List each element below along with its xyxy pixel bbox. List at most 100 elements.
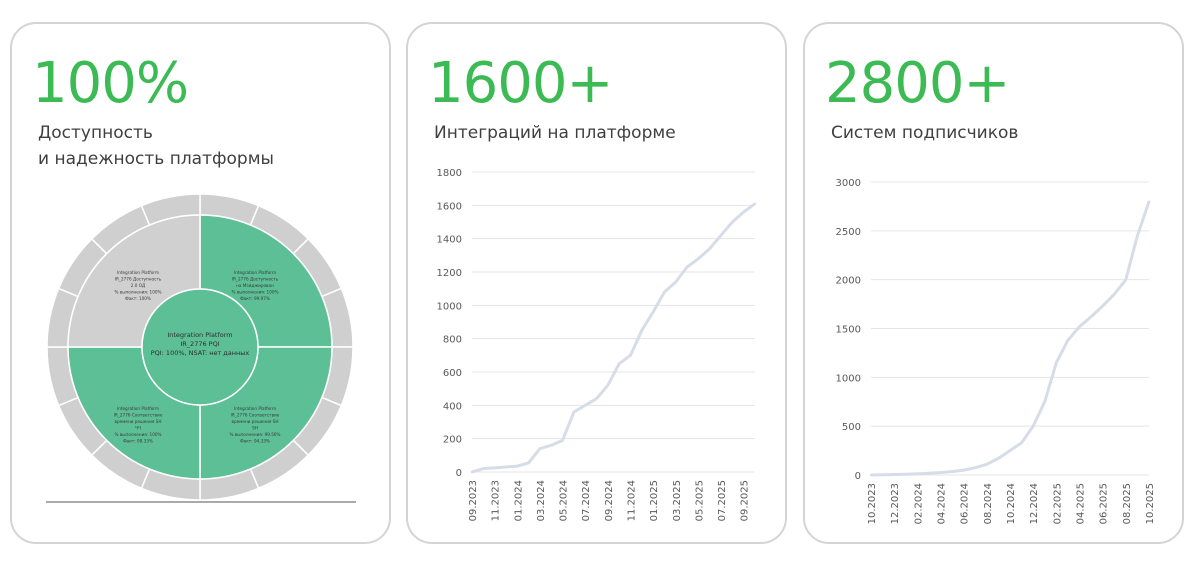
quadrant-label: Integration Platform — [117, 406, 159, 411]
availability-subtitle-line2: и надежность платформы — [38, 149, 274, 169]
integrations-line-chart: 0 200 400 600 800 1000 1200 1400 1600 1800 09.2023… — [437, 168, 757, 521]
quadrant-label: Integration Platform — [117, 270, 159, 275]
integrations-data-point — [697, 257, 700, 260]
subscribers-line-chart: 0 500 1000 1500 2000 2500 3000 10.2023 12.2023 02… — [836, 178, 1156, 524]
subscribers-data-point — [1008, 449, 1012, 452]
subscribers-ytick-label: 0 — [855, 471, 861, 482]
quadrant-label: IR_2776 Соответствие — [114, 413, 163, 418]
integrations-data-point — [527, 461, 530, 465]
integrations-data-point — [640, 329, 643, 332]
sunburst-center — [141, 288, 259, 406]
integrations-ytick-label: 1600 — [437, 201, 462, 212]
quadrant-label: Факт: 100% — [125, 296, 151, 301]
sunburst-center-label: IR_2776 PQI — [180, 340, 219, 348]
subscribers-data-point — [881, 473, 884, 477]
subscribers-data-point — [1055, 361, 1058, 364]
integrations-data-point — [538, 447, 542, 450]
integrations-data-point — [572, 410, 576, 414]
integrations-xtick-label: 11.2023 — [491, 480, 502, 521]
subscribers-data-point — [1020, 441, 1023, 444]
subscribers-xtick-label: 08.2024 — [983, 483, 994, 524]
subscribers-xtick-label: 02.2025 — [1052, 483, 1063, 524]
subscribers-xtick-label: 12.2023 — [890, 483, 901, 524]
integrations-xtick-label: 07.2024 — [581, 480, 592, 521]
quadrant-label: % выполнения: 100% — [231, 290, 278, 295]
subscribers-xtick-label: 02.2024 — [913, 483, 924, 524]
integrations-xtick-label: 03.2024 — [536, 480, 547, 521]
integrations-ytick-label: 400 — [443, 401, 462, 412]
quadrant-label: Факт: 99.97% — [240, 296, 270, 301]
quadrant-label: 2.0 ОД — [131, 283, 146, 288]
subscribers-data-point — [962, 468, 965, 472]
sunburst-center-label: PQI: 100%, NSAT: нет данных — [151, 349, 250, 357]
subscribers-data-point — [950, 470, 954, 473]
integrations-metric: 1600+ — [428, 51, 613, 116]
subscribers-data-point — [939, 471, 942, 474]
integrations-data-point — [731, 220, 734, 224]
availability-card: 100% Доступность и надежность платформы … — [10, 22, 391, 544]
quadrant-label: IR_2776 Доступность — [115, 277, 162, 282]
subscribers-data-point — [927, 472, 931, 475]
integrations-xtick-label: 05.2025 — [694, 480, 705, 521]
integrations-data-point — [708, 247, 711, 250]
quadrant-label: ЧЧ — [135, 426, 141, 431]
subscribers-data-point — [904, 473, 907, 476]
integrations-data-point — [629, 354, 632, 357]
subscribers-data-point — [1136, 234, 1139, 237]
integrations-xtick-label: 05.2024 — [559, 480, 570, 521]
subscribers-data-point — [892, 473, 896, 476]
quadrant-label: SH — [252, 426, 258, 431]
integrations-xtick-label: 07.2025 — [717, 480, 728, 521]
subscribers-data-point — [1147, 200, 1151, 203]
subscribers-ytick-label: 2500 — [836, 227, 861, 238]
integrations-xtick-label: 01.2025 — [649, 480, 660, 521]
subscribers-data-point — [1066, 339, 1070, 342]
integrations-subtitle: Интеграций на платформе — [434, 123, 676, 143]
subscribers-xtick-label: 06.2024 — [960, 483, 971, 524]
subscribers-data-point — [1089, 315, 1093, 318]
integrations-ytick-label: 1800 — [437, 168, 462, 179]
integrations-xtick-label: 03.2025 — [672, 480, 683, 521]
integrations-data-point — [685, 265, 689, 269]
integrations-ytick-label: 1400 — [437, 235, 462, 246]
subscribers-xtick-label: 04.2025 — [1076, 483, 1087, 524]
subscribers-ytick-label: 3000 — [836, 178, 861, 189]
availability-subtitle-line1: Доступность — [38, 123, 153, 143]
subscribers-xtick-label: 10.2024 — [1006, 483, 1017, 524]
quadrant-label: IR_2776 Соответствие — [231, 413, 280, 418]
quadrant-label: Факт: 98.33% — [123, 439, 153, 444]
subscribers-xtick-label: 10.2023 — [867, 483, 878, 524]
quadrant-label: времени решения SH — [232, 419, 279, 424]
integrations-ytick-label: 800 — [443, 335, 462, 346]
subscribers-card: 2800+ Систем подписчиков 0 500 1000 1500 200… — [803, 22, 1184, 544]
quadrant-label: на Мэйджирован — [236, 283, 274, 288]
subscribers-xtick-label: 12.2024 — [1029, 483, 1040, 524]
quadrant-label: Integration Platform — [234, 270, 276, 275]
integrations-ytick-label: 1200 — [437, 268, 462, 279]
integrations-data-point — [674, 280, 677, 284]
quadrant-label: % выполнения: 100% — [114, 290, 161, 295]
integrations-xtick-label: 11.2024 — [626, 480, 637, 521]
integrations-data-point — [470, 470, 474, 474]
subscribers-xtick-label: 08.2025 — [1122, 483, 1133, 524]
integrations-ytick-label: 200 — [443, 435, 462, 446]
quadrant-label: Факт: 94.33% — [240, 439, 270, 444]
subscribers-xtick-label: 06.2025 — [1099, 483, 1110, 524]
integrations-data-point — [742, 210, 745, 214]
integrations-xtick-label: 09.2024 — [604, 480, 615, 521]
subscribers-data-point — [869, 473, 873, 477]
subscribers-ytick-label: 1500 — [836, 325, 861, 336]
integrations-data-point — [651, 310, 655, 314]
integrations-data-point — [606, 384, 610, 387]
subscribers-data-point — [1101, 304, 1104, 308]
subscribers-ytick-label: 2000 — [836, 276, 861, 287]
subscribers-data-point — [985, 463, 989, 466]
subscribers-series-line — [870, 201, 1151, 477]
integrations-xtick-label: 01.2024 — [513, 480, 524, 521]
subscribers-data-point — [916, 472, 919, 476]
quadrant-label: % выполнения: 100% — [114, 432, 161, 437]
integrations-data-point — [516, 464, 519, 468]
integrations-data-point — [493, 466, 496, 470]
integrations-ytick-label: 0 — [456, 468, 462, 479]
